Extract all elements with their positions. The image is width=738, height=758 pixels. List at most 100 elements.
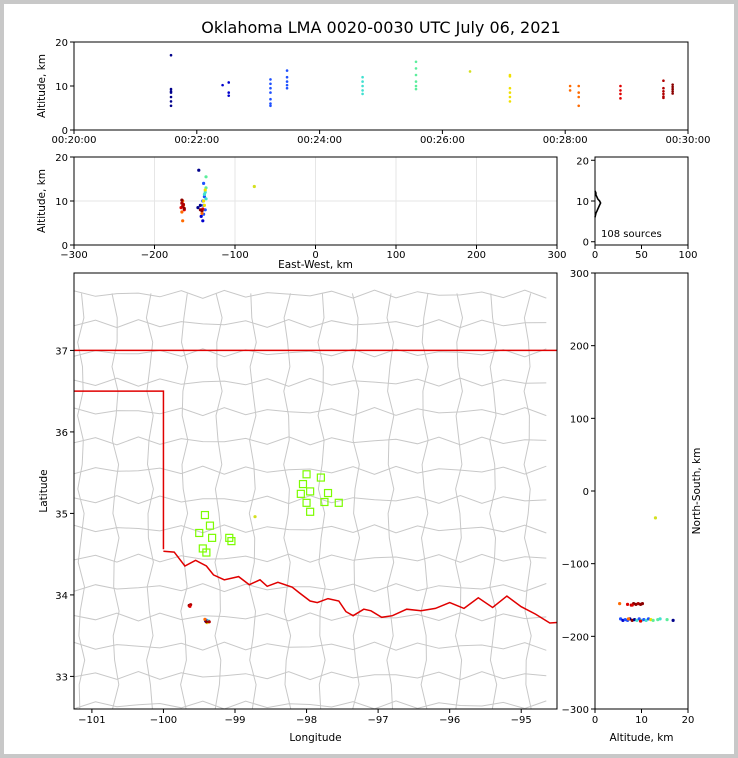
ew-altitude-ytick-label: 20 bbox=[55, 153, 68, 164]
lightning-source-point bbox=[207, 620, 211, 624]
time-altitude-point bbox=[269, 91, 272, 94]
time-altitude-point bbox=[361, 75, 364, 79]
time-altitude-point bbox=[619, 89, 622, 92]
county-line bbox=[74, 583, 547, 593]
altitude-north-south-point bbox=[618, 617, 623, 621]
time-altitude-point bbox=[361, 92, 364, 96]
time-altitude-point bbox=[285, 69, 289, 72]
county-line bbox=[74, 436, 547, 446]
altitude-north-south-background bbox=[595, 273, 688, 709]
time-altitude-point bbox=[269, 82, 272, 86]
county-line bbox=[74, 465, 547, 475]
ew-altitude-point bbox=[202, 181, 206, 185]
county-line bbox=[454, 293, 464, 709]
time-altitude-point bbox=[285, 80, 289, 83]
ew-altitude-point bbox=[252, 184, 256, 189]
lma-station-marker bbox=[227, 537, 236, 546]
time-altitude-point bbox=[414, 87, 418, 91]
altitude-histogram-ytick-label: 20 bbox=[576, 156, 589, 167]
time-altitude-point bbox=[169, 91, 173, 94]
time-altitude-point bbox=[227, 91, 231, 94]
ew-altitude-point bbox=[202, 203, 207, 207]
lightning-source-point bbox=[253, 515, 257, 519]
time-altitude-point bbox=[577, 91, 581, 94]
time-altitude-point bbox=[227, 81, 231, 84]
ew-altitude-point bbox=[199, 214, 203, 218]
county-line bbox=[180, 293, 189, 709]
county-line bbox=[351, 293, 361, 709]
time-altitude-point bbox=[577, 95, 581, 99]
ew-altitude-xtick-label: −100 bbox=[221, 250, 248, 261]
ew-altitude-xtick-label: 300 bbox=[547, 250, 566, 261]
time-altitude-point bbox=[361, 89, 364, 92]
time-altitude-point bbox=[508, 91, 512, 94]
altitude-north-south-xtick-label: 20 bbox=[682, 715, 695, 726]
altitude-north-south-ytick-label: −200 bbox=[562, 632, 589, 643]
time-altitude-point bbox=[671, 85, 674, 89]
ew-altitude-point bbox=[181, 204, 185, 208]
county-line bbox=[523, 293, 532, 709]
time-altitude-point bbox=[619, 84, 622, 88]
altitude-north-south-point bbox=[651, 618, 655, 622]
altitude-north-south-xtick-label: 10 bbox=[635, 715, 648, 726]
time-altitude-xtick-label: 00:24:00 bbox=[297, 135, 342, 146]
ew-altitude-panel: −300 −200 −100 0 100 200 300 0 10 20 East-West, km… bbox=[36, 153, 567, 271]
county-line bbox=[489, 293, 498, 709]
time-altitude-point bbox=[169, 95, 173, 99]
time-altitude-point bbox=[508, 75, 512, 78]
lma-station-marker bbox=[302, 498, 311, 507]
time-altitude-point bbox=[414, 80, 418, 83]
county-line bbox=[74, 289, 547, 299]
plan-view-background bbox=[74, 273, 557, 709]
ew-altitude-ytick-label: 10 bbox=[55, 197, 68, 208]
lightning-source-point bbox=[204, 620, 208, 624]
ew-altitude-xtick-label: −200 bbox=[141, 250, 168, 261]
time-altitude-point bbox=[662, 89, 665, 93]
ew-altitude-point bbox=[180, 210, 184, 214]
time-altitude-point bbox=[269, 78, 272, 81]
time-altitude-point bbox=[221, 83, 224, 87]
lma-station-marker bbox=[205, 521, 215, 530]
altitude-histogram-panel: 0 50 100 0 10 20 108 sources bbox=[576, 156, 697, 261]
altitude-north-south-ytick-label: 200 bbox=[570, 342, 589, 353]
county-line bbox=[74, 670, 547, 681]
lma-station-marker bbox=[202, 548, 211, 557]
time-altitude-point bbox=[414, 73, 418, 77]
plan-view-xtick-label: −100 bbox=[150, 715, 177, 726]
altitude-north-south-point bbox=[653, 516, 658, 520]
altitude-north-south-ytick-label: −100 bbox=[562, 560, 589, 571]
time-altitude-point bbox=[414, 84, 418, 88]
lma-station-marker bbox=[316, 473, 325, 482]
plan-view-ytick-label: 36 bbox=[55, 428, 68, 439]
ew-altitude-xtick-label: 100 bbox=[386, 250, 405, 261]
ew-altitude-point bbox=[204, 197, 208, 201]
altitude-north-south-ylabel: North-South, km bbox=[691, 448, 703, 535]
time-altitude-point bbox=[662, 79, 665, 83]
ew-altitude-point bbox=[201, 219, 205, 223]
ew-altitude-point bbox=[203, 208, 207, 212]
altitude-north-south-point bbox=[644, 618, 648, 622]
plan-view-xtick-label: −95 bbox=[511, 715, 532, 726]
plan-view-xtick-label: −96 bbox=[439, 715, 460, 726]
state-border-red-river bbox=[163, 550, 557, 624]
ew-altitude-point bbox=[180, 198, 184, 202]
lma-station-marker bbox=[323, 488, 333, 498]
county-line bbox=[74, 612, 547, 622]
time-altitude-xtick-label: 00:20:00 bbox=[52, 135, 97, 146]
time-altitude-point bbox=[671, 92, 674, 95]
time-altitude-ytick-label: 20 bbox=[55, 38, 68, 49]
time-altitude-point bbox=[414, 67, 418, 70]
time-altitude-ytick-label: 0 bbox=[62, 126, 68, 137]
altitude-histogram-xtick-label: 50 bbox=[635, 250, 648, 261]
ew-altitude-point bbox=[198, 208, 202, 212]
time-altitude-xtick-label: 00:30:00 bbox=[666, 135, 711, 146]
altitude-north-south-ytick-label: 300 bbox=[570, 269, 589, 280]
time-altitude-point bbox=[169, 104, 173, 108]
altitude-histogram-xtick-label: 100 bbox=[678, 250, 697, 261]
county-line bbox=[74, 641, 547, 651]
ew-altitude-point bbox=[181, 219, 185, 223]
plan-view-panel: −101 −100 −99 −98 −97 −96 −95 33 34 35 36 37 Longitu… bbox=[38, 272, 558, 744]
time-altitude-xtick-label: 00:28:00 bbox=[543, 135, 588, 146]
plan-view-ytick-label: 34 bbox=[55, 591, 68, 602]
